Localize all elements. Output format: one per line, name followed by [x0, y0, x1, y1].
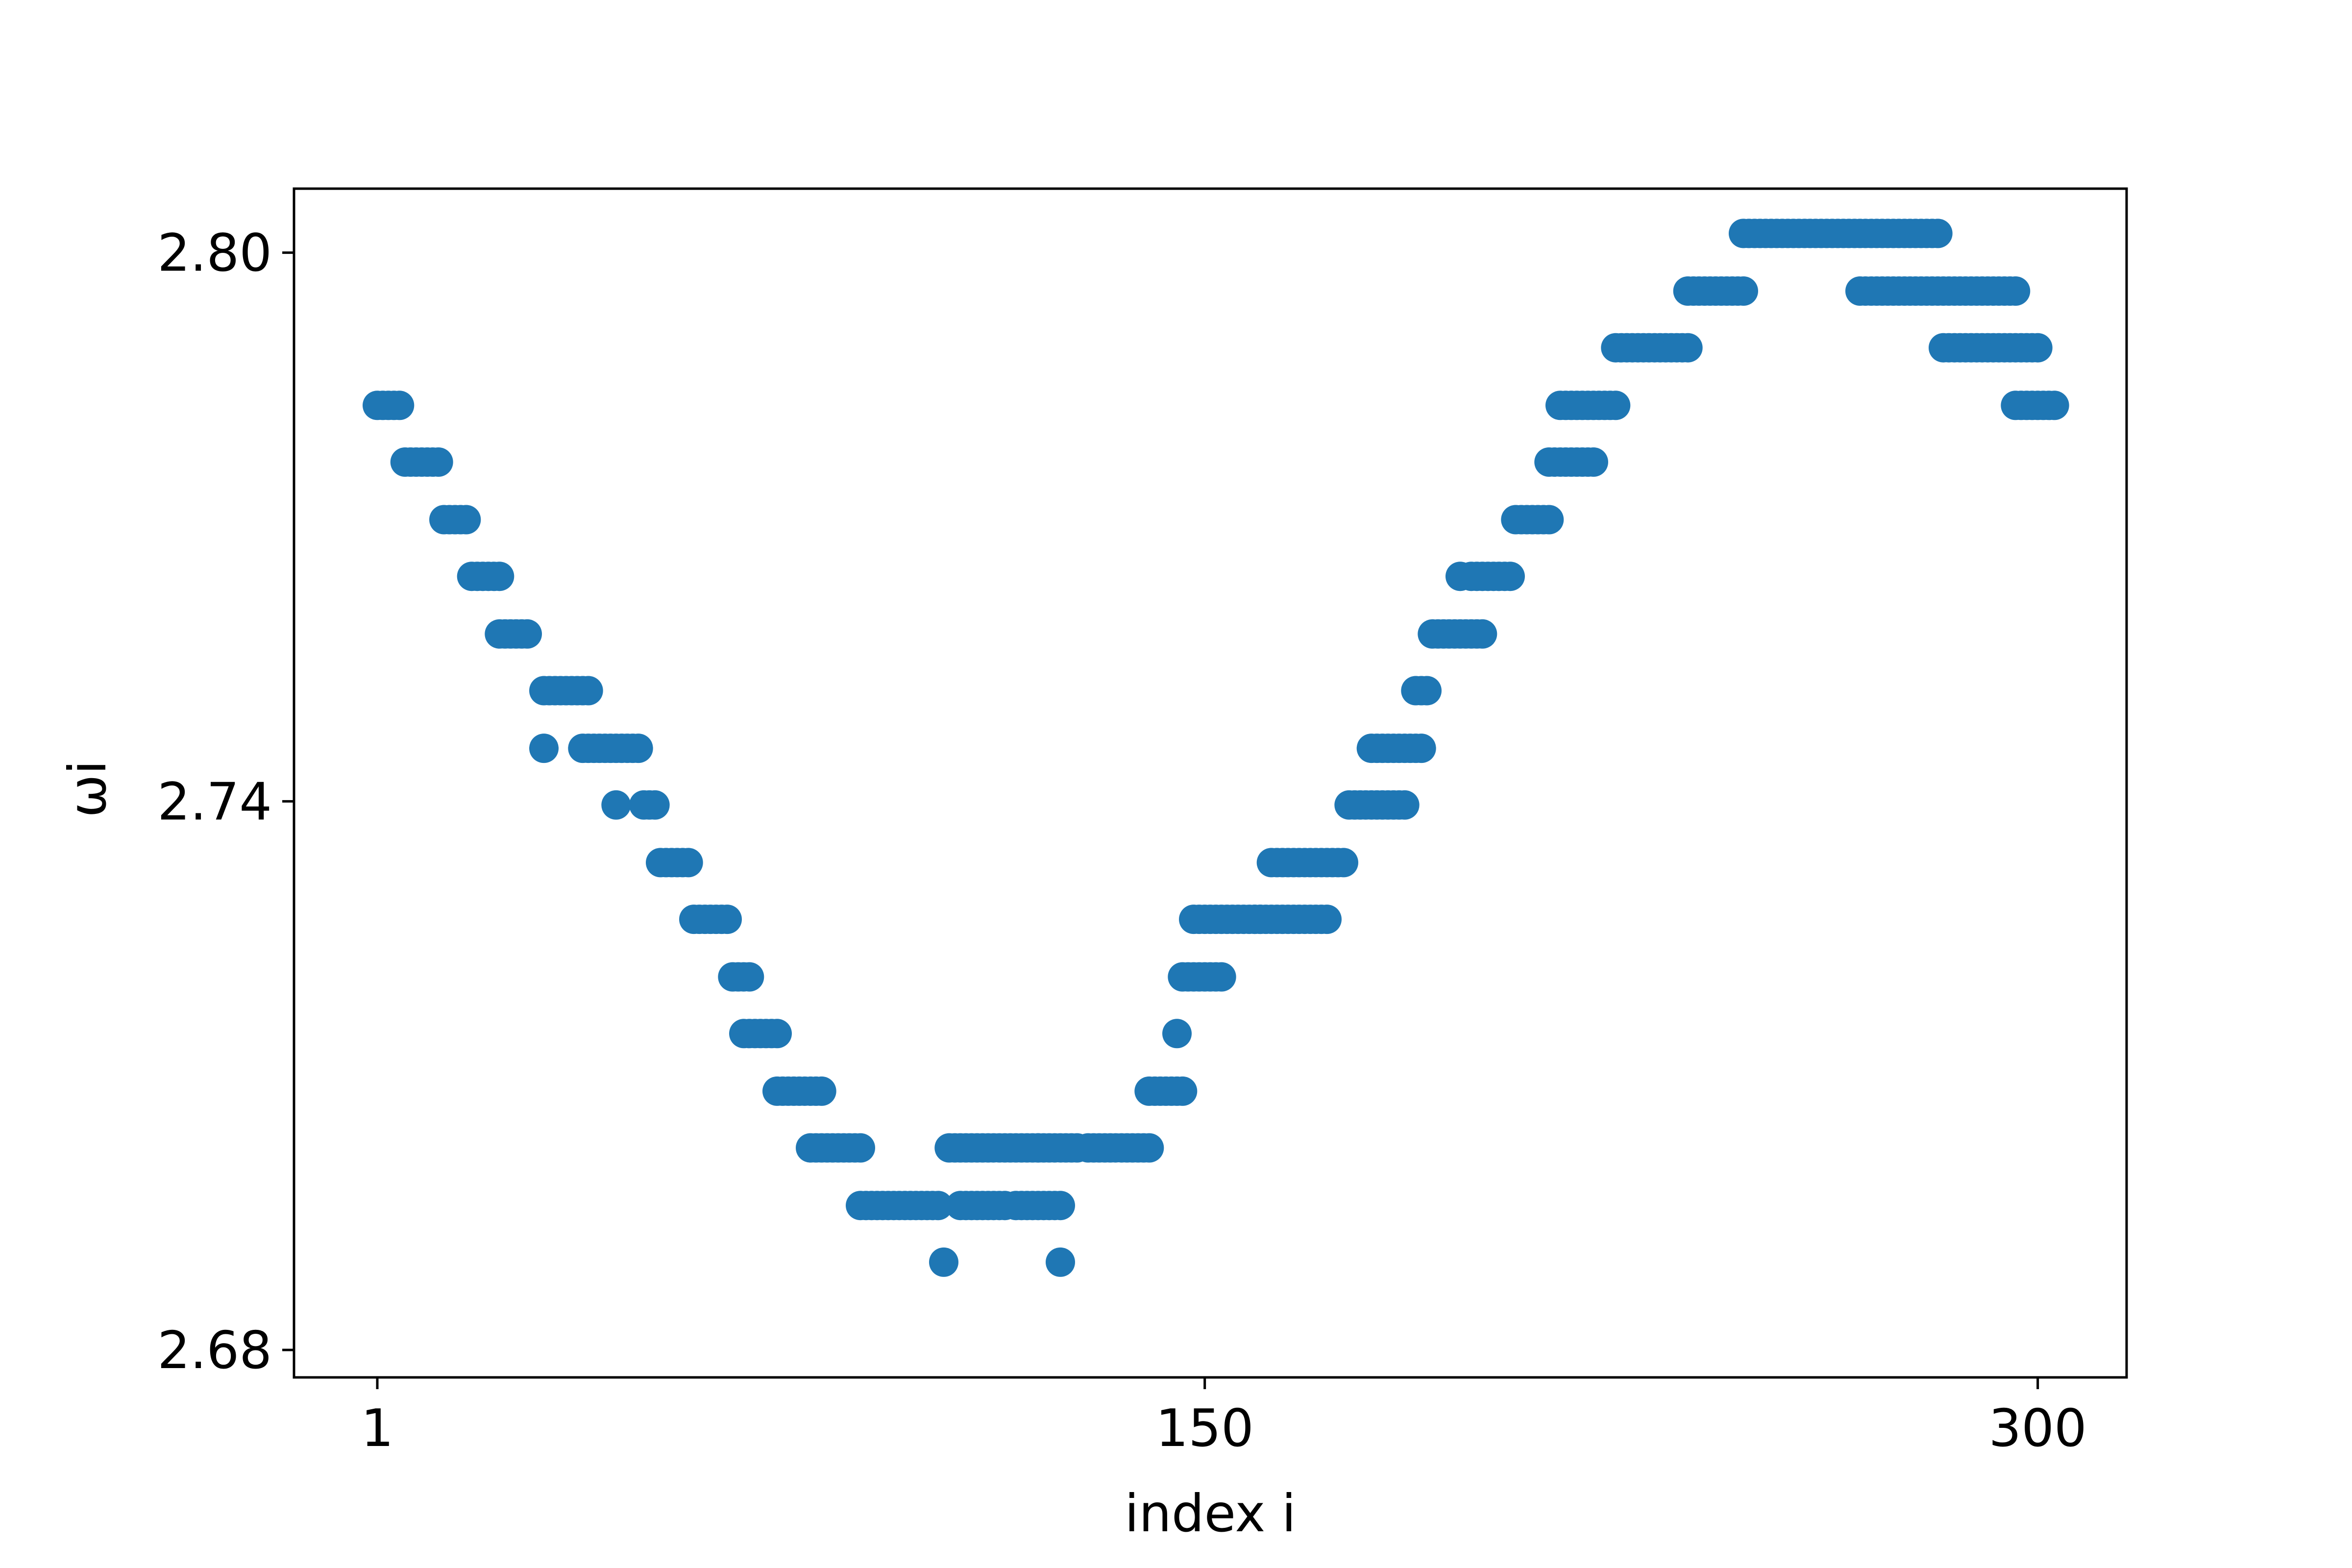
data-point — [1023, 1133, 1053, 1163]
data-point — [513, 619, 542, 649]
data-point — [1601, 391, 1631, 420]
data-point — [623, 734, 653, 763]
data-point — [573, 676, 603, 706]
data-point — [601, 790, 631, 820]
data-point — [929, 1247, 958, 1277]
data-point — [1240, 905, 1270, 934]
data-point — [1495, 562, 1525, 591]
x-tick-label: 150 — [1155, 1398, 1253, 1458]
data-point — [529, 734, 559, 763]
y-tick-label: 2.80 — [157, 223, 272, 283]
data-point — [451, 505, 481, 535]
y-tick-label: 2.68 — [157, 1321, 272, 1380]
data-point — [1673, 333, 1703, 363]
data-points — [363, 219, 2069, 1277]
y-tick-label: 2.74 — [157, 772, 272, 832]
x-tick-label: 300 — [1988, 1398, 2086, 1458]
data-point — [1206, 962, 1236, 992]
data-point — [1329, 848, 1358, 878]
data-point — [762, 1019, 792, 1049]
data-point — [1046, 1247, 1075, 1277]
data-point — [485, 562, 514, 591]
data-point — [640, 790, 670, 820]
data-point — [2001, 276, 2031, 306]
data-point — [735, 962, 764, 992]
data-point — [1168, 1076, 1198, 1106]
data-point — [385, 391, 415, 420]
data-point — [1134, 1133, 1164, 1163]
data-point — [423, 447, 453, 477]
x-tick-label: 1 — [361, 1398, 394, 1458]
data-point — [1406, 734, 1436, 763]
plot-frame — [293, 187, 2128, 1379]
data-point — [1468, 619, 1497, 649]
data-point — [1162, 1019, 1192, 1049]
data-point — [673, 848, 703, 878]
data-point — [1312, 905, 1342, 934]
data-point — [807, 1076, 836, 1106]
x-axis-label: index i — [1125, 1484, 1296, 1544]
data-point — [712, 905, 742, 934]
data-point — [1729, 276, 1758, 306]
y-axis-label: ωi — [58, 760, 118, 817]
data-point — [2039, 391, 2069, 420]
data-point — [2023, 333, 2053, 363]
data-point — [1412, 676, 1442, 706]
axis-ticks: 1 150 300 2.68 2.74 2.80 — [157, 223, 2087, 1458]
data-point — [1046, 1191, 1075, 1221]
data-point — [923, 1191, 953, 1221]
data-point — [1390, 790, 1420, 820]
data-point — [1534, 505, 1564, 535]
data-point — [846, 1133, 875, 1163]
data-point — [1923, 219, 1953, 248]
data-point — [1579, 447, 1608, 477]
